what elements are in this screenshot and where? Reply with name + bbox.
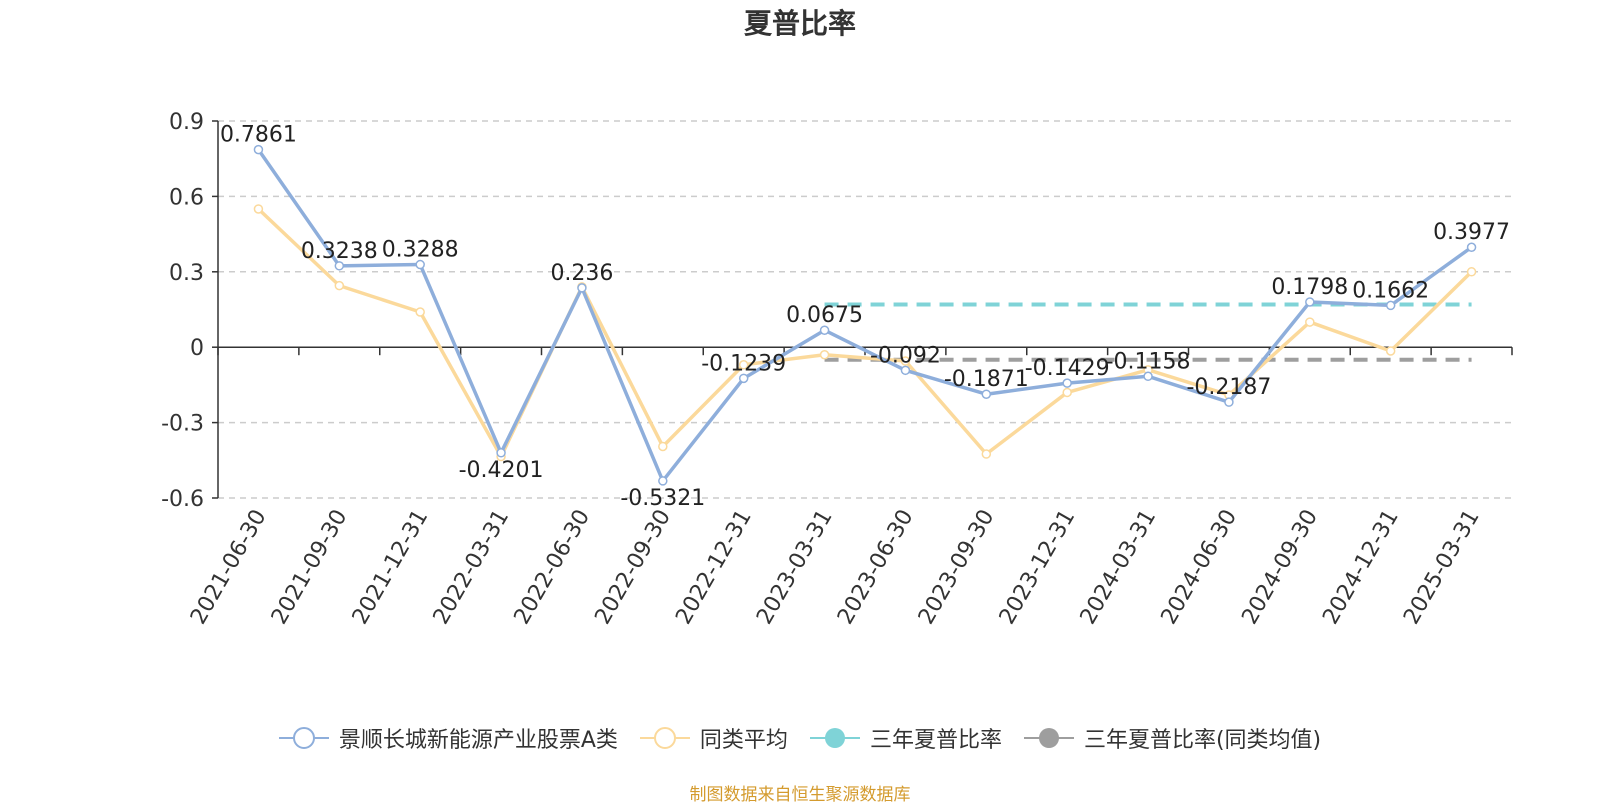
legend-line-circle-icon [639, 727, 690, 749]
legend-line-circle-icon [278, 727, 329, 749]
x-tick-label: 2021-06-30 [186, 506, 272, 629]
fund-data-point [1143, 371, 1153, 382]
x-tick-label: 2025-03-31 [1399, 506, 1485, 629]
data-label: 0.1662 [1352, 278, 1429, 303]
fund-data-point [1224, 397, 1234, 407]
x-tick-label: 2022-09-30 [590, 506, 676, 629]
data-label: -0.2187 [1186, 375, 1271, 400]
fund-data-point [415, 259, 425, 270]
legend: 景顺长城新能源产业股票A类 同类平均 三年夏普比率 三年夏普比率(同类均值) [0, 722, 1600, 754]
data-label: 0.7861 [220, 123, 297, 148]
fund-series-line [257, 148, 1473, 483]
legend-label-three-year-sharpe: 三年夏普比率 [869, 728, 1002, 753]
fund-data-point [577, 283, 587, 293]
data-label: -0.4201 [459, 458, 544, 483]
chart-title: 夏普比率 [743, 7, 856, 40]
peer-average-data-point [1062, 387, 1072, 398]
x-tick-label: 2022-06-30 [510, 506, 596, 629]
fund-data-point [738, 373, 749, 384]
data-label: -0.1429 [1025, 356, 1110, 381]
y-tick-label: 0.3 [169, 261, 204, 286]
x-tick-label: 2024-12-31 [1318, 506, 1404, 629]
legend-label-three-year-sharpe-peer: 三年夏普比率(同类均值) [1083, 728, 1322, 753]
peer-average-data-point [334, 280, 345, 291]
fund-data-point [981, 389, 992, 399]
x-tick-label: 2023-06-30 [833, 506, 919, 629]
fund-data-point [900, 365, 911, 376]
legend-item-three-year-sharpe[interactable]: 三年夏普比率 [809, 722, 1002, 754]
peer-average-data-point [1466, 267, 1477, 277]
fund-data-point [1385, 300, 1396, 311]
x-tick-label: 2024-09-30 [1237, 506, 1323, 629]
data-label: 0.236 [550, 261, 613, 286]
data-label: -0.5321 [620, 486, 705, 511]
y-tick-label: -0.3 [161, 412, 204, 437]
peer-average-data-point [1305, 317, 1315, 327]
legend-line-dot-icon [809, 728, 860, 748]
legend-line-dot-icon [1023, 728, 1074, 748]
x-tick-label: 2024-06-30 [1157, 506, 1243, 629]
peer-average-data-point [1385, 346, 1396, 356]
x-tick-label: 2022-12-31 [671, 506, 757, 629]
x-tick-label: 2023-12-31 [995, 506, 1081, 629]
y-tick-label: 0.6 [169, 185, 204, 210]
peer-average-data-point [658, 441, 668, 452]
fund-data-point [658, 476, 668, 486]
x-tick-label: 2024-03-31 [1076, 506, 1162, 629]
legend-item-peer-average[interactable]: 同类平均 [639, 722, 788, 754]
data-label: -0.092 [870, 343, 941, 368]
fund-data-point [1305, 297, 1315, 307]
legend-label-peer-average: 同类平均 [699, 728, 788, 753]
fund-data-point [496, 448, 506, 458]
line-chart: -0.6-0.300.30.60.92021-06-302021-09-3020… [161, 110, 1513, 629]
fund-data-point [1466, 242, 1477, 252]
data-label: -0.1239 [701, 351, 786, 376]
data-label: 0.3288 [382, 238, 459, 263]
peer-average-data-point [415, 307, 425, 317]
peer-average-data-point [981, 449, 992, 459]
peer-average-data-point [900, 356, 911, 366]
data-label: 0.3238 [301, 239, 378, 264]
fund-data-point [334, 261, 345, 271]
data-label: -0.1871 [944, 367, 1029, 392]
x-tick-label: 2022-03-31 [429, 506, 515, 629]
legend-label-fund: 景顺长城新能源产业股票A类 [338, 728, 618, 753]
x-tick-label: 2021-09-30 [267, 506, 353, 629]
data-label: 0.3977 [1433, 220, 1510, 245]
x-tick-label: 2021-12-31 [348, 506, 434, 629]
y-tick-label: 0 [190, 336, 204, 361]
fund-data-point [253, 144, 264, 155]
legend-item-fund[interactable]: 景顺长城新能源产业股票A类 [278, 722, 618, 754]
data-label: -0.1158 [1106, 349, 1191, 374]
data-label: 0.1798 [1271, 275, 1348, 300]
source-note: 制图数据来自恒生聚源数据库 [689, 785, 911, 805]
y-tick-label: -0.6 [161, 487, 204, 512]
y-tick-label: 0.9 [169, 110, 204, 135]
x-tick-label: 2023-09-30 [914, 506, 1000, 629]
x-tick-label: 2023-03-31 [752, 506, 838, 629]
peer-average-data-point [253, 204, 264, 214]
fund-data-point [819, 325, 830, 335]
peer-average-data-point [738, 360, 749, 370]
legend-item-three-year-sharpe-peer[interactable]: 三年夏普比率(同类均值) [1023, 722, 1322, 754]
peer-average-data-point [819, 349, 830, 360]
data-label: 0.0675 [786, 303, 863, 328]
peer-average-series-line [257, 207, 1473, 459]
fund-data-point [1062, 378, 1072, 388]
